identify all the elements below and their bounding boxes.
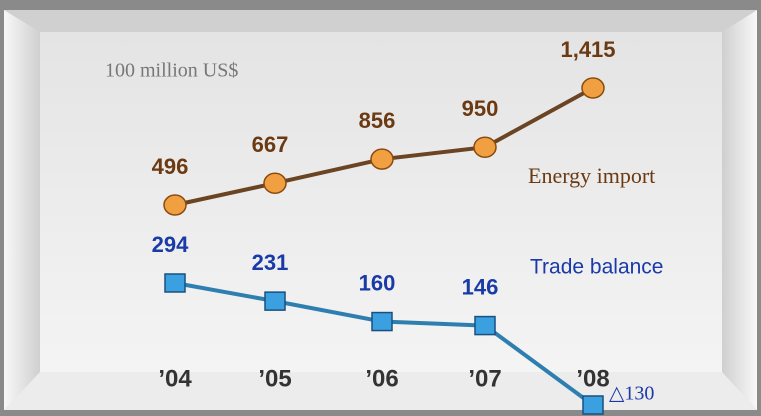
marker [473,136,497,158]
marker [370,148,394,170]
x-tick-label: ’06 [365,365,398,392]
value-label: 231 [252,250,289,275]
legend-energy: Energy import [528,163,655,188]
marker [263,172,287,194]
marker [371,311,393,332]
marker [581,77,605,99]
x-tick-label: ’04 [158,365,192,392]
value-label: 856 [359,108,396,133]
value-label: 950 [462,96,499,121]
value-label: 1,415 [560,37,615,62]
value-label: 160 [359,270,396,295]
value-label: △130 [609,383,654,405]
value-label: 496 [152,154,189,179]
value-label: 294 [152,232,189,257]
x-tick-label: ’07 [468,365,501,392]
value-label: 146 [462,274,499,299]
x-tick-label: ’05 [258,365,291,392]
value-label: 667 [252,132,289,157]
unit-label: 100 million US$ [105,60,238,82]
marker [163,194,187,216]
legend-trade: Trade balance [530,256,663,279]
marker [164,273,186,293]
marker [582,395,604,415]
marker [474,315,496,336]
marker [264,291,286,311]
x-tick-label: ’08 [576,365,609,392]
